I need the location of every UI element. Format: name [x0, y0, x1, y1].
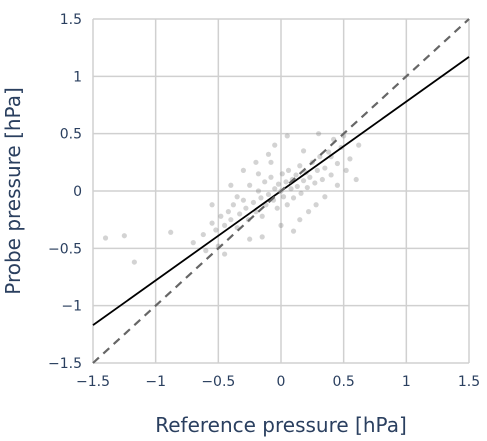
data-point: [237, 211, 243, 217]
data-point: [131, 259, 137, 265]
data-point: [328, 172, 334, 178]
y-tick-label: 0.5: [60, 127, 82, 143]
scatter-points: [102, 131, 362, 265]
data-point: [268, 159, 274, 165]
data-point: [240, 167, 246, 173]
data-point: [272, 186, 278, 192]
data-point: [218, 213, 224, 219]
data-point: [319, 176, 325, 183]
identity-line-dashed: [92, 18, 470, 364]
data-point: [274, 205, 280, 211]
data-point: [213, 227, 219, 233]
data-point: [243, 205, 249, 211]
data-point: [247, 236, 253, 242]
data-point: [290, 195, 297, 201]
data-point: [284, 202, 290, 208]
data-point: [284, 133, 290, 139]
data-point: [356, 142, 362, 148]
x-tick-label: −1.5: [76, 374, 110, 390]
data-point: [203, 248, 209, 254]
data-point: [294, 183, 300, 190]
data-point: [326, 149, 332, 155]
data-point: [347, 156, 353, 162]
data-point: [268, 174, 274, 180]
data-point: [313, 202, 319, 208]
data-point: [300, 178, 307, 184]
data-point: [283, 179, 289, 185]
data-point: [297, 163, 303, 169]
data-point: [305, 209, 312, 215]
data-point: [334, 182, 340, 188]
data-point: [253, 159, 259, 165]
data-point: [298, 190, 304, 196]
x-tick-label: 0: [277, 374, 286, 390]
y-axis-title: Probe pressure [hPa]: [1, 87, 25, 295]
data-point: [307, 174, 313, 180]
data-point: [230, 202, 236, 208]
data-point: [228, 217, 234, 223]
data-point: [168, 229, 174, 235]
y-tick-label: −1.5: [48, 356, 82, 372]
data-point: [222, 222, 228, 228]
data-point: [343, 167, 349, 173]
data-point: [272, 142, 278, 148]
data-point: [209, 202, 215, 208]
data-point: [259, 213, 265, 219]
data-point: [200, 231, 206, 238]
data-point: [234, 194, 240, 200]
data-point: [240, 197, 246, 203]
data-point: [285, 167, 292, 173]
data-point: [314, 167, 320, 173]
data-point: [190, 240, 196, 246]
x-tick-label: 1.5: [458, 374, 480, 390]
data-point: [322, 194, 328, 200]
data-point: [209, 220, 215, 226]
data-point: [312, 180, 318, 186]
tick-labels: −1.5 −1 −0.5 0 0.5 1 1.5 −1.5 −1 −0.5 0 0.5 1 1.5: [48, 12, 480, 390]
data-point: [258, 195, 264, 201]
x-tick-label: −1: [145, 374, 166, 390]
data-point: [265, 191, 272, 198]
data-point: [255, 171, 262, 177]
data-point: [259, 234, 265, 240]
data-point: [247, 182, 253, 188]
data-point: [300, 148, 307, 154]
data-point: [280, 194, 287, 200]
y-tick-label: −1: [61, 299, 82, 315]
data-point: [297, 217, 303, 223]
data-point: [262, 179, 268, 185]
x-tick-label: 0.5: [333, 374, 355, 390]
data-point: [275, 181, 282, 187]
data-point: [250, 199, 257, 206]
data-point: [102, 235, 109, 241]
y-tick-label: 1: [73, 69, 82, 85]
data-point: [279, 171, 285, 177]
data-point: [278, 222, 284, 228]
data-point: [316, 131, 322, 137]
y-tick-label: −0.5: [48, 241, 82, 257]
data-point: [228, 182, 234, 188]
x-tick-label: 1: [402, 374, 411, 390]
data-point: [222, 251, 228, 257]
data-point: [288, 186, 294, 192]
data-point: [304, 184, 310, 191]
data-point: [293, 172, 299, 178]
data-point: [334, 160, 340, 167]
data-point: [255, 188, 262, 194]
x-axis-title: Reference pressure [hPa]: [155, 413, 407, 437]
x-tick-label: −0.5: [201, 374, 235, 390]
data-point: [265, 151, 272, 157]
reference-lines: [92, 18, 470, 364]
data-point: [225, 209, 231, 215]
y-tick-label: 0: [73, 184, 82, 200]
data-point: [290, 228, 297, 234]
data-point: [322, 165, 328, 171]
data-point: [353, 176, 359, 183]
y-tick-label: 1.5: [60, 12, 82, 28]
data-point: [121, 233, 127, 239]
